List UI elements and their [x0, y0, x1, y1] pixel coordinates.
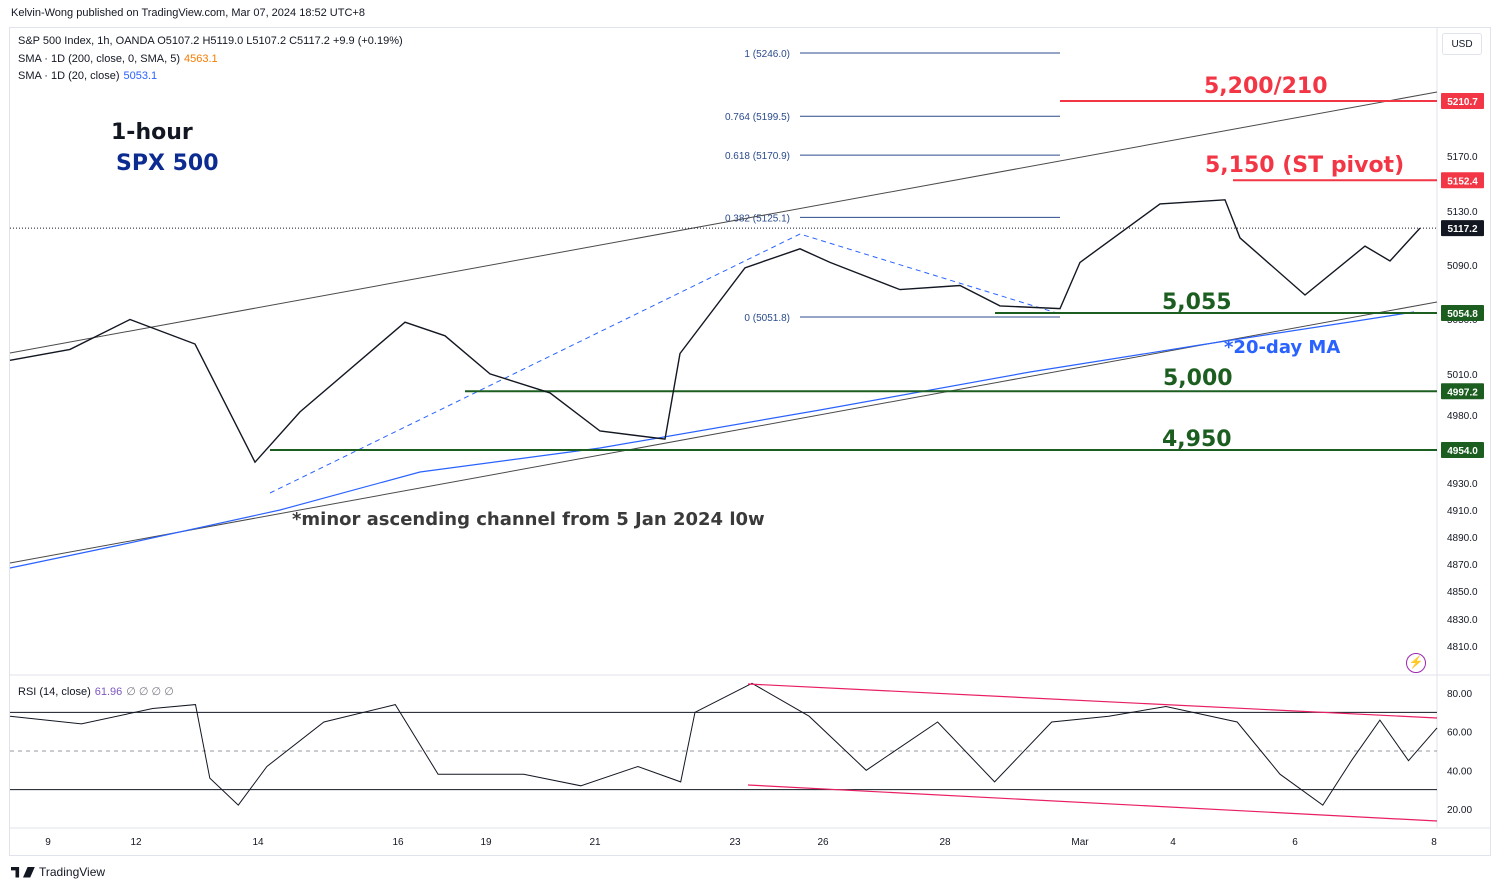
- price-tick-label: 4830.0: [1447, 615, 1478, 626]
- price-tick-label: 4890.0: [1447, 533, 1478, 544]
- tradingview-footer[interactable]: TradingView: [11, 865, 105, 879]
- fib-label: 0 (5051.8): [744, 313, 790, 324]
- time-tick-label: 23: [729, 837, 741, 848]
- fib-label: 1 (5246.0): [744, 49, 790, 60]
- rsi-tick-label: 20.00: [1447, 805, 1472, 816]
- rsi-upper-trendline: [747, 683, 1438, 719]
- time-tick-label: 16: [392, 837, 404, 848]
- fib-label: 0.618 (5170.9): [725, 151, 790, 162]
- price-tick-label: 4910.0: [1447, 506, 1478, 517]
- price-axis-badge-label: 5117.2: [1447, 224, 1477, 235]
- legend-rsi[interactable]: RSI (14, close) 61.96 ∅ ∅ ∅ ∅: [18, 685, 174, 698]
- price-axis-badge-label: 5210.7: [1447, 97, 1478, 108]
- rsi-tick-label: 40.00: [1447, 766, 1472, 777]
- legend-sma20-value: 5053.1: [123, 70, 158, 82]
- fib-label: 0.382 (5125.1): [725, 213, 790, 224]
- legend-sma200-value: 4563.1: [184, 53, 218, 65]
- swing-dashed-line: [269, 233, 1061, 494]
- price-tick-label: 4810.0: [1447, 642, 1478, 653]
- time-tick-label: 6: [1292, 837, 1298, 848]
- price-axis-badge: [1441, 442, 1484, 458]
- timeframe-label: 1-hour: [111, 120, 193, 145]
- chart-frame: [9, 27, 1491, 856]
- currency-button[interactable]: USD: [1442, 33, 1482, 55]
- legend-sma20-label: SMA · 1D (20, close): [18, 70, 120, 82]
- price-tick-label: 5010.0: [1447, 370, 1478, 381]
- time-tick-label: 14: [252, 837, 264, 848]
- time-tick-label: 26: [817, 837, 829, 848]
- channel-note: *minor ascending channel from 5 Jan 2024…: [292, 509, 765, 530]
- legend-rsi-value: 61.96: [94, 686, 123, 698]
- publisher-caption: Kelvin-Wong published on TradingView.com…: [11, 7, 365, 19]
- price-tick-label: 4980.0: [1447, 411, 1478, 422]
- support-4950-label: 4,950: [1162, 427, 1232, 452]
- price-axis-badge: [1441, 383, 1484, 400]
- pivot-5150-label: 5,150 (ST pivot): [1205, 153, 1405, 178]
- time-tick-label: 8: [1431, 837, 1437, 848]
- time-tick-label: 9: [45, 837, 51, 848]
- fib-label: 0.764 (5199.5): [725, 112, 790, 123]
- time-tick-label: 12: [130, 837, 142, 848]
- price-tick-label: 5170.0: [1447, 152, 1478, 163]
- legend-sma20[interactable]: SMA · 1D (20, close) 5053.1: [18, 70, 157, 82]
- legend-rsi-label: RSI (14, close): [18, 686, 91, 698]
- price-axis-badge: [1441, 304, 1484, 321]
- price-series-line: [9, 199, 1421, 464]
- rsi-lower-trendline: [747, 784, 1438, 822]
- price-axis-badge-label: 5152.4: [1447, 176, 1478, 187]
- legend-rsi-extra: ∅ ∅ ∅ ∅: [126, 686, 174, 698]
- price-axis-badge-label: 4954.0: [1447, 446, 1478, 457]
- time-tick-label: 4: [1170, 837, 1176, 848]
- legend-sma200-label: SMA · 1D (200, close, 0, SMA, 5): [18, 53, 181, 65]
- support-5000-label: 5,000: [1163, 366, 1233, 391]
- price-axis-badge: [1441, 93, 1484, 109]
- price-axis-badge: [1441, 172, 1484, 189]
- price-tick-label: 5090.0: [1447, 261, 1478, 272]
- tradingview-logo-slash-icon: [23, 866, 35, 878]
- price-tick-label: 5130.0: [1447, 207, 1478, 218]
- ma20-line: [9, 311, 1415, 569]
- symbol-label: SPX 500: [116, 151, 219, 176]
- legend-symbol[interactable]: S&P 500 Index, 1h, OANDA O5107.2 H5119.0…: [18, 35, 403, 47]
- legend-symbol-text: S&P 500 Index, 1h, OANDA O5107.2 H5119.0…: [18, 35, 403, 47]
- tradingview-footer-text: TradingView: [39, 865, 106, 879]
- channel-upper-line: [9, 91, 1438, 354]
- support-5055-label: 5,055: [1162, 290, 1232, 315]
- rsi-tick-label: 80.00: [1447, 689, 1472, 700]
- price-axis-badge: [1441, 220, 1484, 237]
- time-tick-label: 19: [480, 837, 492, 848]
- time-tick-label: 21: [589, 837, 601, 848]
- lightning-icon[interactable]: ⚡: [1406, 653, 1426, 673]
- legend-sma200[interactable]: SMA · 1D (200, close, 0, SMA, 5) 4563.1: [18, 53, 218, 65]
- price-axis-badge-label: 5054.8: [1447, 309, 1478, 320]
- time-tick-label: Mar: [1071, 837, 1089, 848]
- time-tick-label: 28: [939, 837, 951, 848]
- rsi-tick-label: 60.00: [1447, 728, 1472, 739]
- rsi-line: [9, 682, 1438, 806]
- price-tick-label: 4850.0: [1447, 587, 1478, 598]
- price-axis-badge-label: 4997.2: [1447, 387, 1478, 398]
- ma20-note: *20-day MA: [1224, 337, 1341, 358]
- price-tick-label: 4930.0: [1447, 479, 1478, 490]
- resistance-5200-label: 5,200/210: [1204, 74, 1328, 99]
- price-tick-label: 4870.0: [1447, 560, 1478, 571]
